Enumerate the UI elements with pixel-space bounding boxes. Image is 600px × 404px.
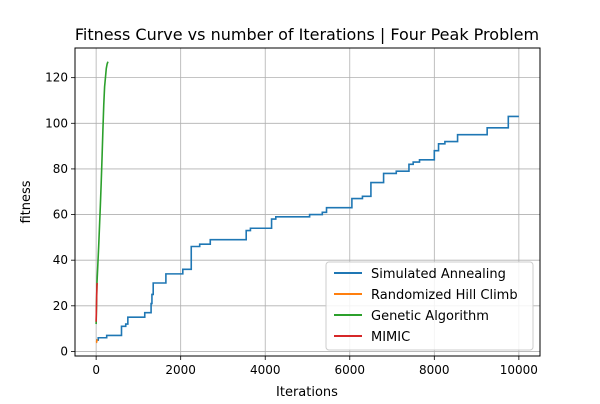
x-tick-label: 2000 (165, 363, 196, 377)
plot-series (95, 61, 519, 344)
y-tick-label: 100 (45, 116, 68, 130)
plot-frame (74, 47, 541, 357)
x-tick-label: 8000 (419, 363, 450, 377)
axis-ticks: 0 2000 4000 6000 8000 10000 0 20 40 60 80 100 120 (45, 71, 538, 377)
x-tick-label: 0 (92, 363, 100, 377)
grid (75, 48, 540, 356)
legend-label-simulated-annealing: Simulated Annealing (371, 267, 506, 282)
y-axis-label: fitness (19, 180, 34, 223)
legend-label-mimic: MIMIC (371, 330, 410, 345)
y-tick-label: 120 (45, 71, 68, 85)
y-tick-label: 20 (53, 299, 68, 313)
legend-label-randomized-hill-climb: Randomized Hill Climb (371, 288, 518, 303)
x-tick-label: 10000 (500, 363, 538, 377)
x-tick-label: 6000 (334, 363, 365, 377)
series-line-randomized-hill-climb (95, 339, 98, 344)
y-tick-label: 0 (60, 344, 68, 358)
legend-label-genetic-algorithm: Genetic Algorithm (371, 309, 489, 324)
y-tick-label: 60 (53, 208, 68, 222)
legend-box (325, 261, 534, 351)
series-line-genetic-algorithm (95, 61, 109, 325)
x-tick-label: 4000 (250, 363, 281, 377)
legend: Simulated Annealing Randomized Hill Climb… (325, 261, 534, 351)
y-tick-label: 40 (53, 253, 68, 267)
series-line-mimic (95, 282, 98, 322)
y-tick-label: 80 (53, 162, 68, 176)
chart-title: Fitness Curve vs number of Iterations | … (75, 25, 539, 44)
x-axis-label: Iterations (276, 385, 338, 400)
series-line-simulated-annealing (96, 115, 519, 341)
